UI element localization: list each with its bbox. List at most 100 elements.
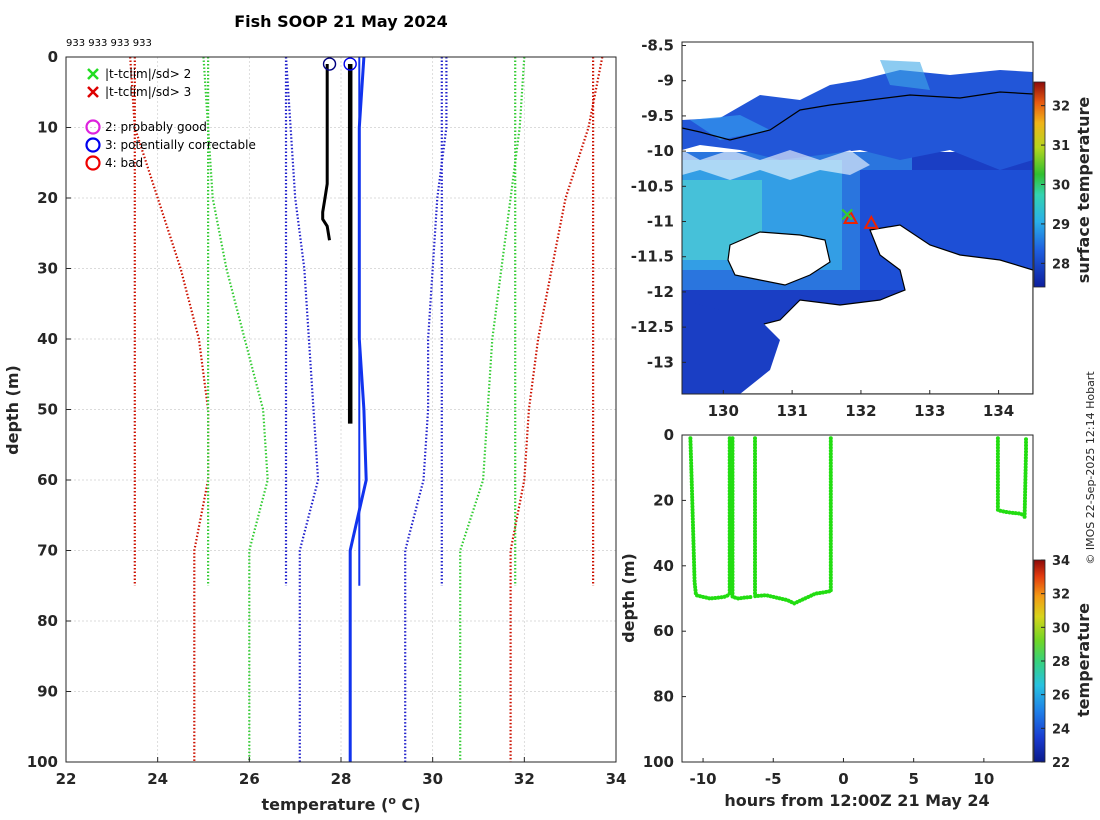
map-colorbar-tick-label: 31 xyxy=(1052,139,1070,154)
time-x-tick-label: -10 xyxy=(690,770,717,788)
profile-series-group xyxy=(129,56,604,762)
sst-field xyxy=(682,42,1033,394)
profile-x-tick-label: 32 xyxy=(514,770,535,788)
profile-grid xyxy=(65,56,617,763)
time-depth-y-axis-label: depth (m) xyxy=(619,553,638,643)
map-y-tick-label: -11.5 xyxy=(631,248,674,266)
time-colorbar-tick-label: 30 xyxy=(1052,621,1070,636)
map-triangle-marker xyxy=(863,214,879,229)
legend-x-marker xyxy=(87,86,99,98)
time-depth-track xyxy=(730,436,755,601)
legend-label: |t-tclim|/sd> 2 xyxy=(105,67,191,81)
profile-legend: |t-tclim|/sd> 2 |t-tclim|/sd> 3 2: probabl… xyxy=(85,67,256,171)
map-colorbar-tick-label: 32 xyxy=(1052,100,1070,115)
profile-y-tick-label: 40 xyxy=(37,330,58,348)
time-colorbar-tick-label: 26 xyxy=(1052,689,1070,704)
profile-y-tick-label: 60 xyxy=(37,471,58,489)
profile-y-tick-label: 0 xyxy=(48,48,58,66)
profile-ids-label: 933 933 933 933 xyxy=(66,38,152,49)
profile-x-tick-label: 24 xyxy=(147,770,168,788)
time-depth-chart: -10 -5 0 5 10 0 20 40 60 80 100 hours from 12:00Z… xyxy=(619,426,1093,810)
time-depth-points xyxy=(688,436,1028,606)
profile-y-tick-label: 20 xyxy=(37,189,58,207)
time-depth-track xyxy=(1022,436,1028,519)
profile-x-tick-label: 28 xyxy=(331,770,352,788)
map-y-tick-label: -11 xyxy=(647,213,674,231)
chart-title: Fish SOOP 21 May 2024 xyxy=(234,12,448,31)
map-y-tick-label: -12.5 xyxy=(631,318,674,336)
map-y-tick-label: -9.5 xyxy=(641,107,674,125)
map-y-tick-label: -8.5 xyxy=(641,37,674,55)
map-colorbar-ticks: 28 29 30 31 32 xyxy=(1041,100,1070,272)
time-colorbar-tick-label: 22 xyxy=(1052,756,1070,771)
time-y-tick-label: 40 xyxy=(653,557,674,575)
map-x-tick-label: 132 xyxy=(845,402,876,420)
map-colorbar-tick-label: 28 xyxy=(1052,257,1070,272)
profile-y-ticks: 0 10 20 30 40 50 60 70 80 90 100 xyxy=(27,48,71,771)
map-y-tick-label: -10 xyxy=(647,142,674,160)
profile-x-tick-label: 34 xyxy=(606,770,627,788)
profile-y-tick-label: 80 xyxy=(37,612,58,630)
time-depth-axes-frame xyxy=(681,434,1034,763)
map-y-tick-label: -13 xyxy=(647,353,674,371)
time-depth-track xyxy=(688,436,731,601)
profile-line-clim-sd2-left xyxy=(202,56,269,762)
time-y-tick-label: 100 xyxy=(643,753,674,771)
profile-y-tick-label: 30 xyxy=(37,260,58,278)
profile-line-clim-sd3-left xyxy=(129,56,210,762)
profile-x-tick-label: 26 xyxy=(239,770,260,788)
map-x-tick-label: 133 xyxy=(914,402,945,420)
time-depth-track xyxy=(753,436,832,606)
time-depth-y-ticks: 0 20 40 60 80 100 xyxy=(643,426,686,771)
time-colorbar-tick-label: 32 xyxy=(1052,588,1070,603)
profile-circle-marker xyxy=(343,57,357,71)
profile-line-clim-mean-left xyxy=(284,56,320,762)
profile-x-ticks: 22 24 26 28 30 32 34 xyxy=(56,757,627,788)
time-depth-colorbar-ticks: 22 24 26 28 30 32 34 xyxy=(1041,554,1070,771)
time-colorbar-tick-label: 34 xyxy=(1052,554,1070,569)
time-y-tick-label: 20 xyxy=(653,491,674,509)
time-x-tick-label: 10 xyxy=(973,770,994,788)
time-colorbar-tick-label: 28 xyxy=(1052,655,1070,670)
legend-circle-marker xyxy=(85,119,101,135)
time-depth-x-axis-label: hours from 12:00Z 21 May 24 xyxy=(724,791,989,810)
legend-label: 3: potentially correctable xyxy=(105,138,256,152)
map-x-marker xyxy=(841,208,853,221)
profile-line-clim-sd2-right xyxy=(459,56,526,762)
map-markers xyxy=(841,208,879,229)
time-depth-track xyxy=(995,436,1027,518)
time-colorbar-tick-label: 24 xyxy=(1052,722,1070,737)
profile-y-axis-label: depth (m) xyxy=(3,365,22,455)
map-y-tick-label: -12 xyxy=(647,283,674,301)
map-y-ticks: -8.5 -9 -9.5 -10 -10.5 -11 -11.5 -12 -12.5 -13 xyxy=(631,37,686,371)
map-axes-frame xyxy=(681,41,1034,395)
time-y-tick-label: 0 xyxy=(664,426,674,444)
legend-circle-marker xyxy=(85,155,101,171)
map-colorbar-tick-label: 30 xyxy=(1052,179,1070,194)
map-x-ticks: 130 131 132 133 134 xyxy=(708,390,1014,420)
map-x-tick-label: 134 xyxy=(983,402,1014,420)
profile-x-axis-label: temperature (o C) xyxy=(261,794,420,814)
legend-label: 4: bad xyxy=(105,156,143,170)
profile-x-tick-label: 30 xyxy=(422,770,443,788)
legend-circle-marker xyxy=(85,137,101,153)
profile-y-tick-label: 90 xyxy=(37,683,58,701)
time-x-tick-label: -5 xyxy=(765,770,782,788)
time-depth-x-ticks: -10 -5 0 5 10 xyxy=(690,758,994,788)
legend-label: |t-tclim|/sd> 3 xyxy=(105,85,191,99)
sst-map: 130 131 132 133 134 -8.5 -9 -9.5 -10 -10.5 -11 -11… xyxy=(631,37,1093,420)
map-x-tick-label: 131 xyxy=(776,402,807,420)
profile-y-tick-label: 50 xyxy=(37,401,58,419)
credit-text: © IMOS 22-Sep-2025 12:14 Hobart xyxy=(1084,371,1097,565)
profile-line-clim-sd3-right xyxy=(509,56,604,762)
time-x-tick-label: 5 xyxy=(908,770,918,788)
map-y-tick-label: -10.5 xyxy=(631,177,674,195)
time-depth-colorbar-label: temperature xyxy=(1074,603,1093,717)
map-colorbar-tick-label: 29 xyxy=(1052,218,1070,233)
profile-y-tick-label: 10 xyxy=(37,119,58,137)
profile-line-profile-short xyxy=(321,64,331,241)
time-x-tick-label: 0 xyxy=(838,770,848,788)
map-x-tick-label: 130 xyxy=(708,402,739,420)
legend-x-marker xyxy=(87,68,99,80)
